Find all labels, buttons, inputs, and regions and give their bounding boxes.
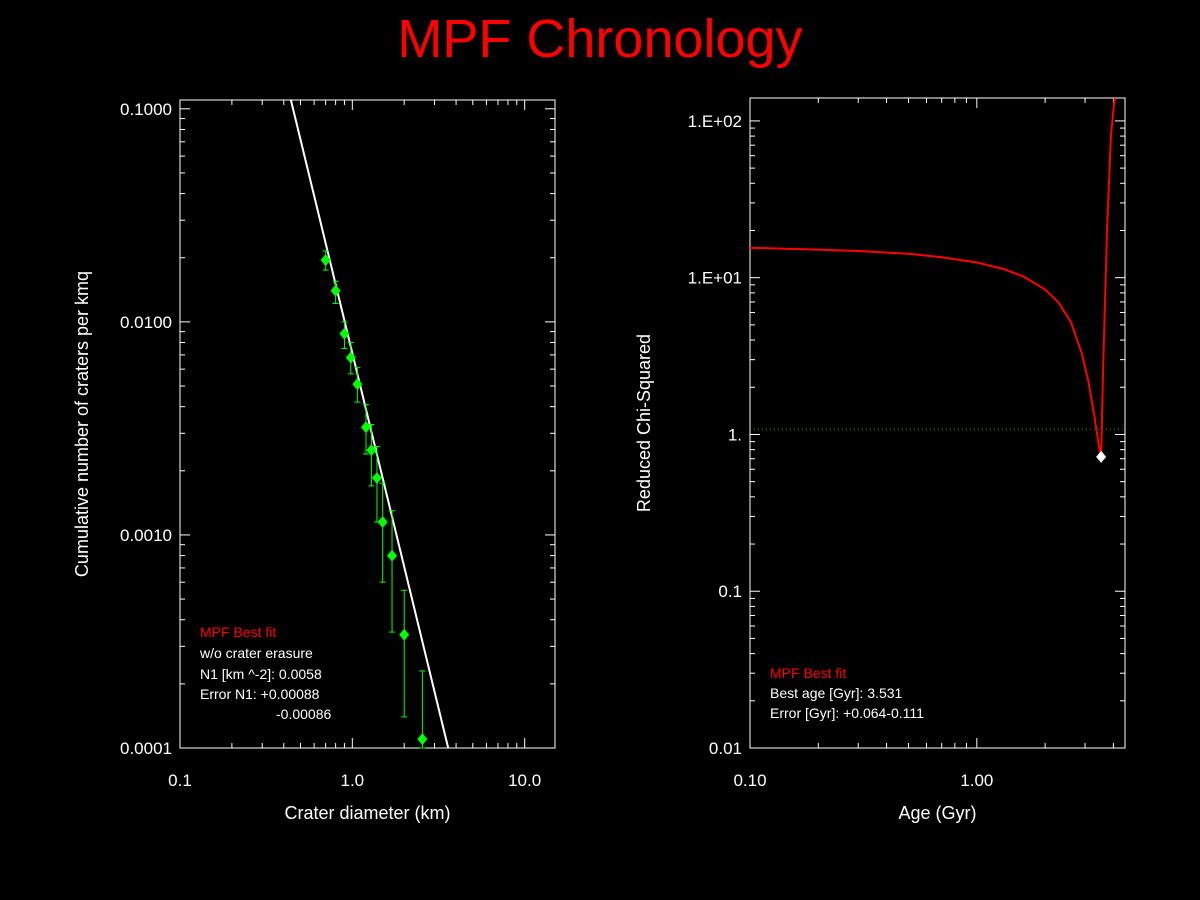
data-point — [320, 254, 331, 267]
left-x-tick-label: 10.0 — [508, 771, 541, 790]
left-y-axis-label: Cumulative number of craters per kmq — [72, 271, 92, 577]
left-legend-line2: N1 [km ^-2]: 0.0058 — [200, 666, 322, 682]
chi-squared-age-plot: 0.10 1.00 1.E+02 1.E+01 1. 0.1 0.01 Age (Gyr) Re… — [634, 97, 1126, 823]
left-x-tick-label: 0.1 — [168, 771, 192, 790]
left-y-tick-label: 0.1000 — [120, 100, 172, 119]
data-point — [387, 549, 398, 562]
right-y-tick-label: 0.01 — [709, 739, 742, 758]
left-y-tick-label: 0.0001 — [120, 739, 172, 758]
left-y-tick-label: 0.0010 — [120, 526, 172, 545]
right-y-tick-label: 1.E+02 — [688, 112, 742, 131]
data-point — [330, 284, 341, 297]
left-y-tick-label: 0.0100 — [120, 313, 172, 332]
right-y-tick-label: 1. — [728, 425, 742, 444]
crater-size-frequency-plot: 0.1 1.0 10.0 0.1000 0.0100 0.0010 0.0001 Crater… — [72, 99, 556, 823]
chi-squared-curve — [750, 98, 1116, 458]
left-legend-line3: Error N1: +0.00088 — [200, 686, 320, 702]
left-legend-title: MPF Best fit — [200, 624, 276, 640]
data-point — [366, 444, 377, 457]
left-legend-line1: w/o crater erasure — [199, 645, 313, 661]
right-x-axis-label: Age (Gyr) — [898, 803, 976, 823]
right-y-tick-label: 0.1 — [718, 582, 742, 601]
best-fit-marker — [1096, 450, 1107, 463]
data-point — [399, 628, 410, 641]
right-y-axis-label: Reduced Chi-Squared — [634, 334, 654, 512]
page-title: MPF Chronology — [397, 9, 803, 69]
right-x-tick-label: 1.00 — [960, 771, 993, 790]
data-point — [377, 516, 388, 529]
left-x-axis-label: Crater diameter (km) — [284, 803, 450, 823]
left-x-tick-label: 1.0 — [341, 771, 365, 790]
data-point — [417, 733, 428, 746]
data-point — [345, 351, 356, 364]
right-x-tick-label: 0.10 — [733, 771, 766, 790]
right-plot-frame — [749, 97, 1126, 749]
data-point — [339, 327, 350, 340]
data-point — [371, 472, 382, 485]
data-point — [352, 378, 363, 391]
left-legend-line4: -0.00086 — [276, 706, 331, 722]
right-legend-line2: Error [Gyr]: +0.064-0.111 — [770, 705, 924, 721]
right-legend-line1: Best age [Gyr]: 3.531 — [770, 685, 903, 701]
right-legend-title: MPF Best fit — [770, 665, 846, 681]
right-y-tick-label: 1.E+01 — [688, 269, 742, 288]
left-plot-frame — [179, 99, 556, 749]
